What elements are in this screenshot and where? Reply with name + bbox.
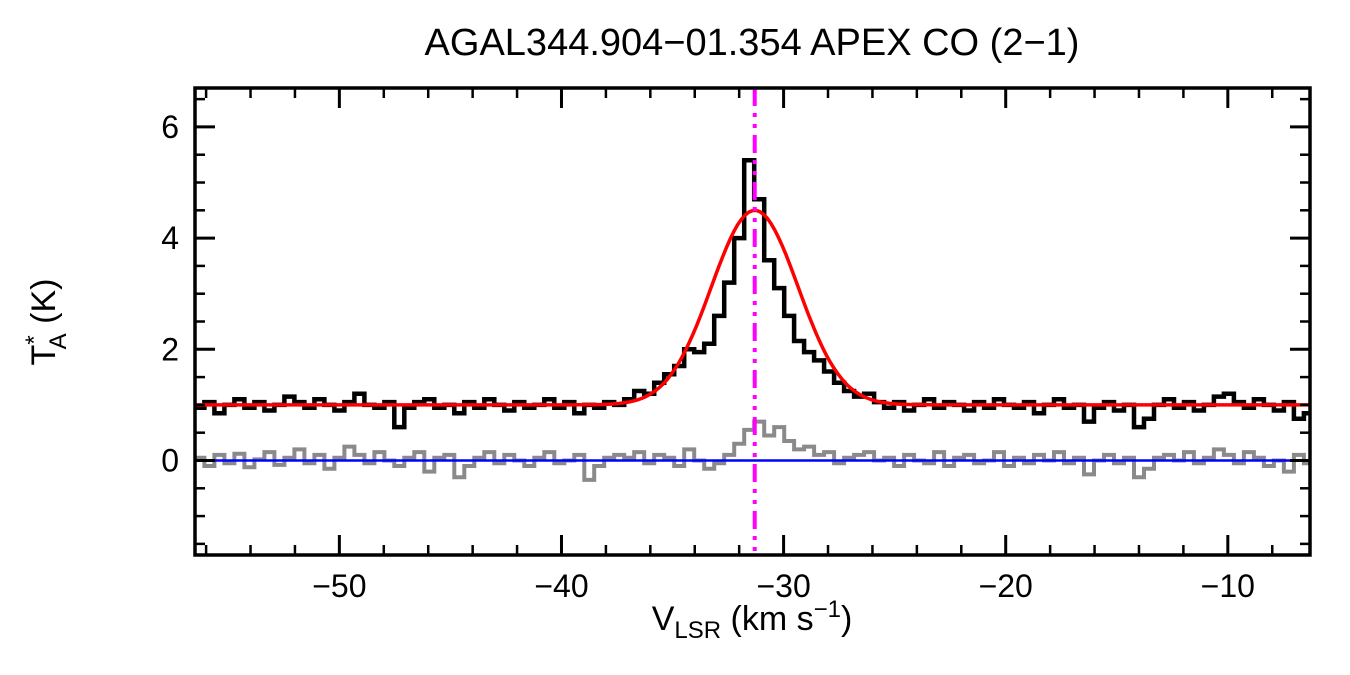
y-axis-label-sup: *: [21, 335, 48, 344]
y-tick-label: 2: [161, 331, 179, 367]
x-axis-label: VLSR (km s−1): [652, 596, 853, 644]
clipped-series: [195, 88, 1310, 555]
x-axis-label-unit: (km s: [721, 600, 814, 638]
x-tick-label: −20: [979, 568, 1033, 604]
x-tick-label: −50: [312, 568, 366, 604]
y-axis-label-unit: (K): [25, 279, 63, 334]
x-axis-label-sub: LSR: [674, 617, 721, 644]
plot-axes: −50 −40 −30 −20 −10 0 2 4 6: [161, 86, 1312, 604]
gaussian-fit-curve: [195, 208, 1310, 407]
y-tick-label: 0: [161, 442, 179, 478]
x-tick-label: −40: [534, 568, 588, 604]
y-tick-label: 4: [161, 220, 179, 256]
y-axis-label: T*A (K): [21, 279, 72, 366]
y-tick-label: 6: [161, 109, 179, 145]
chart-title: AGAL344.904−01.354 APEX CO (2−1): [425, 22, 1080, 64]
x-axis-label-sup: −1: [814, 596, 841, 623]
plot-series: [195, 88, 1310, 555]
y-axis-label-sub: A: [45, 333, 72, 349]
x-tick-label: −30: [756, 568, 810, 604]
y-axis-label-main: T: [25, 345, 63, 366]
x-axis-label-main: V: [652, 600, 675, 638]
x-axis-label-close: ): [841, 600, 852, 638]
x-tick-label: −10: [1201, 568, 1255, 604]
